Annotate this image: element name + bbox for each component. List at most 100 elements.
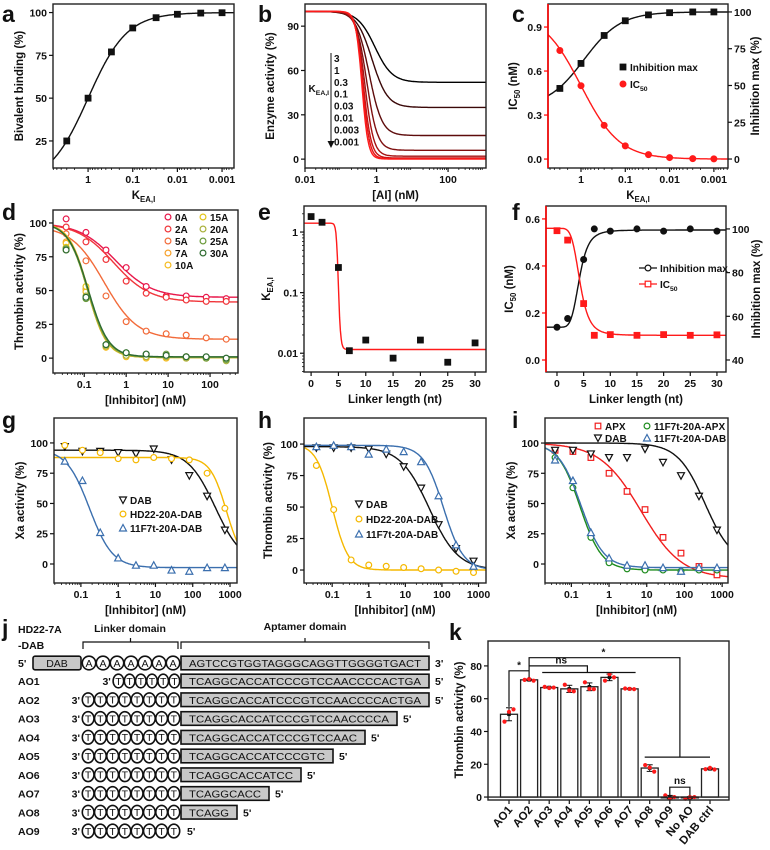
replicate-point — [502, 719, 507, 724]
data-point — [694, 492, 704, 502]
five-prime-label: 5' — [339, 751, 347, 763]
nucleotide-letter: T — [146, 695, 153, 707]
data-point — [312, 461, 320, 469]
legend-marker — [642, 433, 652, 442]
data-point — [222, 354, 230, 362]
nucleotide-letter: A — [127, 658, 134, 670]
nucleotide-letter: T — [85, 770, 92, 782]
aptamer-sequence-box — [180, 748, 334, 764]
nucleotide-T — [167, 804, 181, 820]
data-point — [590, 331, 598, 339]
label-text: K — [626, 190, 635, 202]
tick-label: 0.01 — [167, 174, 188, 186]
nucleotide-letter: T — [122, 770, 129, 782]
y-axis-ticks: 0.0 0.3 0.6 0.9 — [527, 22, 548, 166]
nucleotide-letter: T — [158, 732, 165, 744]
legend-marker — [199, 213, 207, 221]
five-prime-label: 5' — [403, 714, 411, 726]
legend-label: 10A — [175, 261, 193, 272]
replicate-point — [627, 686, 632, 691]
bar-ao6: AO6 — [591, 672, 619, 830]
x-axis-ticks: 0.01 1 100 — [295, 168, 483, 186]
data-point — [713, 331, 721, 339]
data-point — [82, 228, 90, 236]
x-axis-label: KEA,I — [132, 190, 156, 204]
nucleotide-T — [167, 692, 181, 708]
fit-curve — [548, 11, 728, 97]
legend-item-dab: DAB — [118, 496, 152, 507]
tick-label: 100 — [439, 174, 457, 186]
tick-label: 1000 — [467, 589, 491, 601]
data-point — [329, 440, 339, 449]
tick-label: 30 — [469, 378, 481, 390]
tick-label: 0.01 — [659, 174, 680, 186]
tick-label: 0 — [42, 559, 48, 571]
significance-label: ns — [674, 776, 686, 787]
legend-marker — [118, 496, 128, 505]
plot-frame — [304, 3, 487, 169]
legend-label: 0A — [175, 213, 188, 224]
nucleotide-T — [167, 729, 181, 745]
data-point — [382, 562, 390, 570]
y-axis-label: Thrombin activity (%) — [454, 661, 466, 778]
panel-j: j HD22-7A -DAB Linker domain Aptamer domain 5… — [1, 615, 443, 839]
label-subscript: 50 — [670, 286, 678, 293]
linker-domain-label: Linker domain — [94, 623, 166, 635]
data-point — [712, 526, 722, 535]
data-point — [82, 257, 90, 265]
data-point — [142, 282, 150, 290]
data-point — [676, 472, 686, 481]
tick-label: 75 — [527, 468, 539, 480]
tick-label: 50 — [286, 502, 298, 514]
series-inhibition-max — [546, 225, 726, 331]
x-axis-ticks: 0.1 1 10 100 1000 — [544, 583, 734, 601]
data-point — [399, 446, 409, 456]
panel-g: g 0.1 1 10 100 1000 0 25 50 75 100 [Inhibitor] (nM)… — [2, 407, 242, 617]
data-point — [335, 264, 342, 271]
tick-label: 60 — [732, 311, 744, 323]
nucleotide-letter: T — [97, 770, 104, 782]
data-point — [96, 449, 104, 457]
data-point — [666, 154, 674, 162]
nucleotide-letter: T — [149, 676, 156, 688]
bracket-line — [528, 657, 681, 758]
significance-label: * — [517, 660, 521, 671]
aptamer-sequence-box — [180, 785, 270, 802]
data-point — [644, 151, 652, 159]
tick-label: 25 — [684, 378, 696, 390]
data-point — [564, 236, 572, 244]
series-ic50 — [546, 227, 726, 339]
tick-label: 75 — [35, 252, 47, 264]
x-axis-ticks: 0.1 1 10 100 — [54, 373, 236, 391]
series-hd22-20a-dab — [54, 441, 237, 542]
y-axis-label: KEA,I — [261, 277, 275, 301]
tick-label: 60 — [470, 694, 482, 706]
tick-label: 15 — [631, 378, 643, 390]
legend-item-hd22-20a-dab: HD22-20A-DAB — [355, 515, 438, 526]
category-label: AO4 — [551, 804, 576, 830]
nucleotide-letter: T — [158, 713, 165, 725]
data-point — [604, 453, 614, 463]
tick-label: 0.6 — [525, 214, 540, 226]
aptamer-sequence-box — [180, 804, 238, 820]
sequence-text: TCAGGCACCATCCCGTCCAACCCCA — [189, 714, 389, 726]
label-text: IC — [504, 301, 516, 313]
legend-item-inhibition-max: Inhibition max — [619, 63, 698, 74]
nucleotide-letter: T — [158, 770, 165, 782]
replicate-point — [506, 709, 512, 714]
y-axis-ticks: 0 30 60 90 — [287, 21, 305, 166]
replicate-point — [542, 684, 547, 689]
data-point — [686, 225, 694, 233]
oligo-row-ao4: AO4 T T T T T T T T3' TCAGGCACCATCCCGTCCAAC 5' — [18, 729, 379, 745]
nucleotide-letter: T — [138, 676, 145, 688]
y-axis-ticks: 0 25 50 75 100 — [30, 438, 54, 571]
tick-label: 90 — [287, 21, 299, 33]
legend-k-value: 0.03 — [334, 102, 354, 113]
nucleotide-letter: T — [146, 751, 153, 763]
replicate-point — [611, 675, 617, 680]
oligo-name: AO4 — [18, 732, 40, 744]
label-text: K — [309, 84, 317, 95]
legend-k-value: 0.01 — [334, 114, 354, 125]
